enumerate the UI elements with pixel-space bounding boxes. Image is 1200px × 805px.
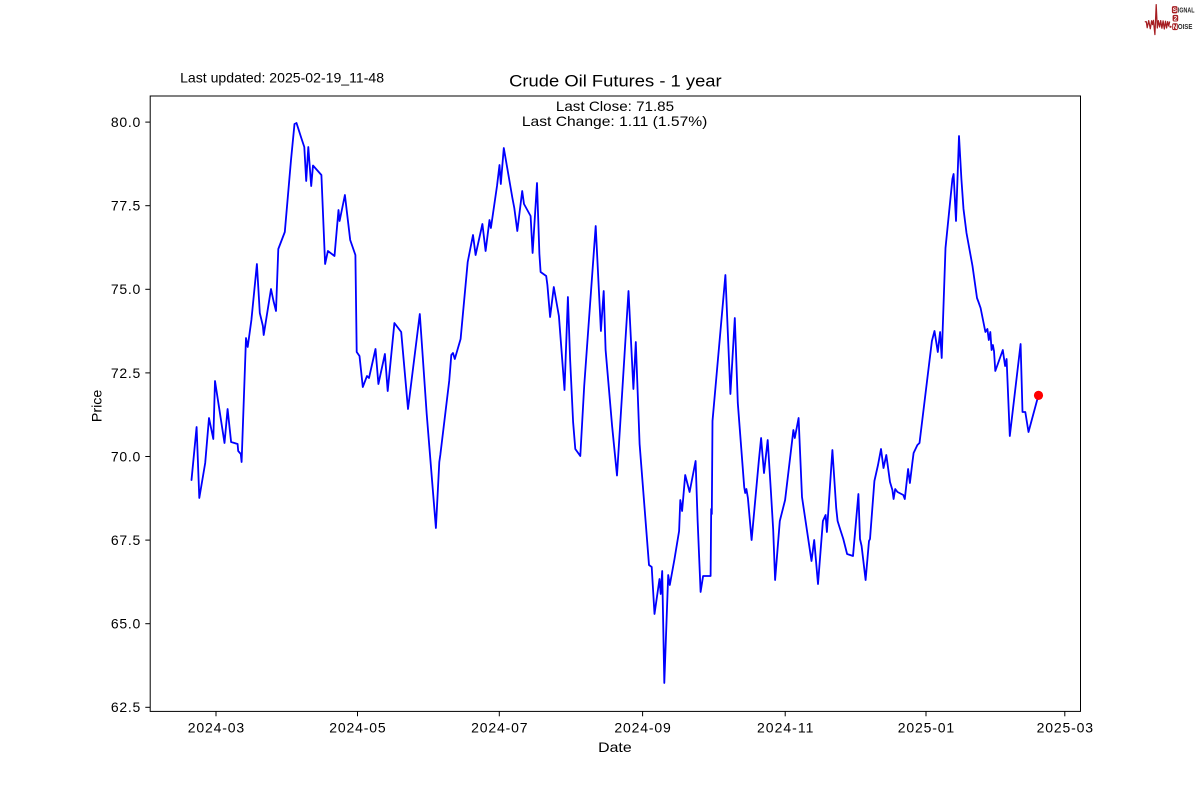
svg-text:Crude Oil Futures - 1 year: Crude Oil Futures - 1 year [509,71,722,90]
svg-text:Last Close: 71.85: Last Close: 71.85 [556,98,674,114]
svg-text:70.0: 70.0 [111,448,141,464]
svg-text:2: 2 [1174,15,1178,22]
svg-text:67.5: 67.5 [111,532,141,548]
svg-text:62.5: 62.5 [111,699,141,715]
svg-text:2024-07: 2024-07 [471,719,528,735]
svg-text:2025-01: 2025-01 [898,719,955,735]
svg-text:S: S [1173,7,1178,14]
svg-text:2024-03: 2024-03 [188,719,245,735]
svg-text:OISE: OISE [1178,22,1193,31]
svg-text:80.0: 80.0 [111,114,141,130]
svg-text:72.5: 72.5 [111,365,141,381]
svg-text:77.5: 77.5 [111,198,141,214]
svg-text:Last updated: 2025-02-19_11-48: Last updated: 2025-02-19_11-48 [180,70,384,86]
svg-text:Date: Date [598,739,632,755]
svg-text:2024-11: 2024-11 [757,719,814,735]
svg-text:75.0: 75.0 [111,281,141,297]
svg-text:65.0: 65.0 [111,616,141,632]
svg-text:IGNAL: IGNAL [1178,5,1195,14]
svg-text:Last Change: 1.11 (1.57%): Last Change: 1.11 (1.57%) [522,113,708,129]
svg-text:2025-03: 2025-03 [1037,719,1094,735]
svg-text:N: N [1173,24,1178,31]
svg-text:Price: Price [88,389,104,422]
svg-text:2024-09: 2024-09 [614,719,671,735]
svg-text:2024-05: 2024-05 [329,719,386,735]
